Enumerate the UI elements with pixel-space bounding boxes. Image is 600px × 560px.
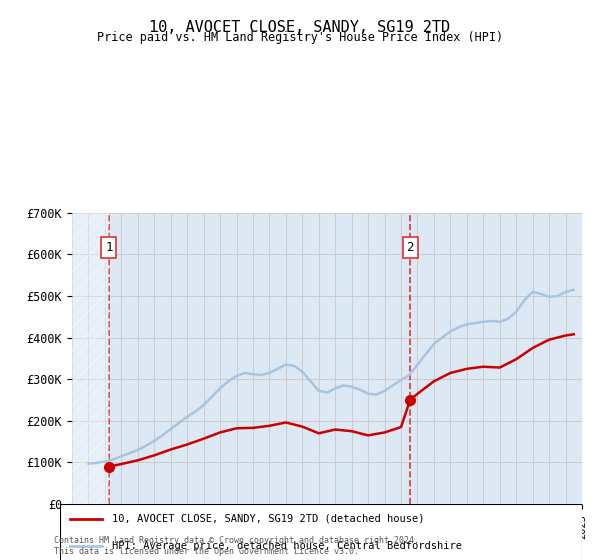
Text: 2: 2 (406, 241, 414, 254)
Text: 1: 1 (105, 241, 113, 254)
Text: Price paid vs. HM Land Registry's House Price Index (HPI): Price paid vs. HM Land Registry's House … (97, 31, 503, 44)
Text: HPI: Average price, detached house, Central Bedfordshire: HPI: Average price, detached house, Cent… (112, 542, 462, 552)
Bar (72, 213, 109, 504)
Text: 10, AVOCET CLOSE, SANDY, SG19 2TD (detached house): 10, AVOCET CLOSE, SANDY, SG19 2TD (detac… (112, 514, 425, 524)
Text: 10, AVOCET CLOSE, SANDY, SG19 2TD: 10, AVOCET CLOSE, SANDY, SG19 2TD (149, 20, 451, 35)
Text: Contains HM Land Registry data © Crown copyright and database right 2024.
This d: Contains HM Land Registry data © Crown c… (54, 536, 419, 556)
FancyBboxPatch shape (60, 504, 582, 560)
